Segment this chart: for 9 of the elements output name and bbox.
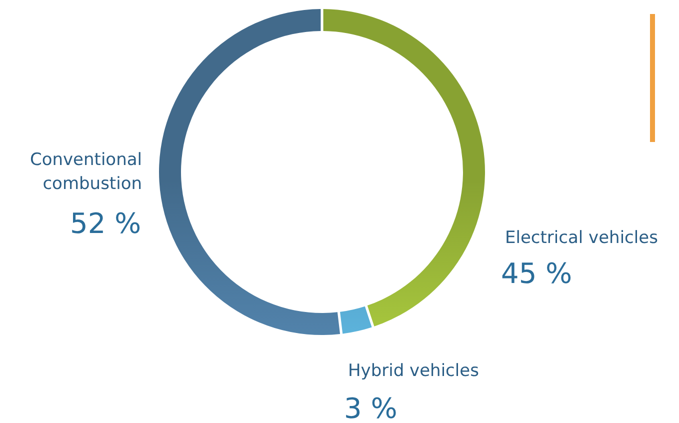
data-label: 52 % [70,207,142,240]
donut-slice [159,9,340,335]
donut-slice [340,306,372,334]
donut-slice [323,9,485,326]
slice-label: Conventional combustion [30,150,142,194]
slice-label: Electrical vehicles [505,228,658,248]
slice-label: Hybrid vehicles [348,361,480,381]
data-label: 3 % [344,392,398,423]
data-label: 45 % [501,257,572,290]
